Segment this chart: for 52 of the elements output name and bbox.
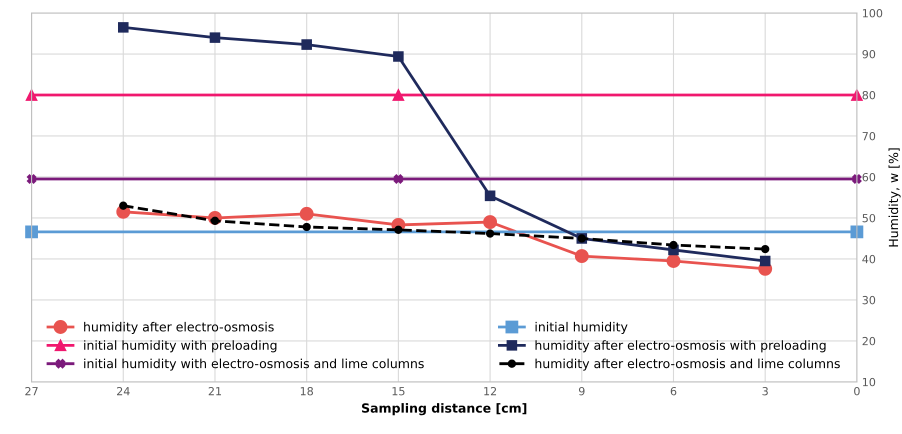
legend-label: initial humidity with electro-osmosis and lime columns — [84, 358, 424, 371]
point — [118, 22, 129, 33]
legend-label: humidity after electro-osmosis — [84, 322, 274, 334]
x-tick-label: 18 — [300, 386, 313, 396]
point — [302, 222, 311, 232]
x-tick-label: 6 — [670, 386, 676, 396]
point — [760, 256, 770, 266]
x-tick-label: 9 — [578, 386, 585, 396]
point — [574, 249, 589, 264]
point — [394, 226, 403, 234]
x-tick-label: 21 — [208, 386, 222, 396]
point — [25, 226, 38, 238]
x-tick-label: 3 — [762, 386, 768, 396]
y-tick-label: 50 — [862, 214, 876, 222]
point — [483, 215, 498, 230]
legend-label: humidity after electro-osmosis with preloading — [536, 340, 826, 352]
point — [392, 89, 404, 101]
point — [484, 190, 496, 202]
x-tick-label: 15 — [392, 387, 404, 396]
point — [850, 226, 864, 238]
point — [26, 89, 38, 101]
point — [301, 39, 312, 50]
point — [761, 244, 770, 254]
point — [300, 206, 314, 221]
legend-label: initial humidity — [536, 322, 628, 334]
y-tick-label: 30 — [862, 296, 876, 304]
y-tick-label: 70 — [862, 132, 876, 140]
y-tick-label: 90 — [862, 50, 876, 58]
point — [851, 89, 863, 101]
point — [666, 254, 680, 268]
point — [852, 174, 862, 184]
x-axis-title: Sampling distance [cm] — [362, 403, 526, 416]
point — [26, 174, 36, 184]
legend-label: initial humidity with preloading — [84, 340, 276, 352]
y-tick-label: 10 — [862, 378, 876, 386]
x-tick-label: 0 — [854, 386, 860, 396]
point — [393, 51, 404, 62]
point — [210, 32, 220, 43]
y-tick-label: 100 — [862, 8, 882, 18]
point — [119, 202, 128, 210]
point — [669, 240, 678, 250]
x-tick-label: 27 — [25, 386, 38, 396]
y-tick-label: 60 — [862, 172, 876, 182]
point — [486, 229, 494, 238]
legend-label: humidity after electro-osmosis and lime columns — [536, 358, 840, 371]
x-tick-label: 24 — [117, 386, 130, 396]
y-tick-label: 80 — [862, 90, 876, 100]
y-tick-label: 40 — [862, 254, 876, 264]
point — [394, 174, 404, 184]
x-tick-label: 12 — [484, 386, 496, 396]
y-tick-label: 20 — [862, 336, 876, 346]
y-axis-title: Humidity, w [%] — [888, 148, 901, 246]
